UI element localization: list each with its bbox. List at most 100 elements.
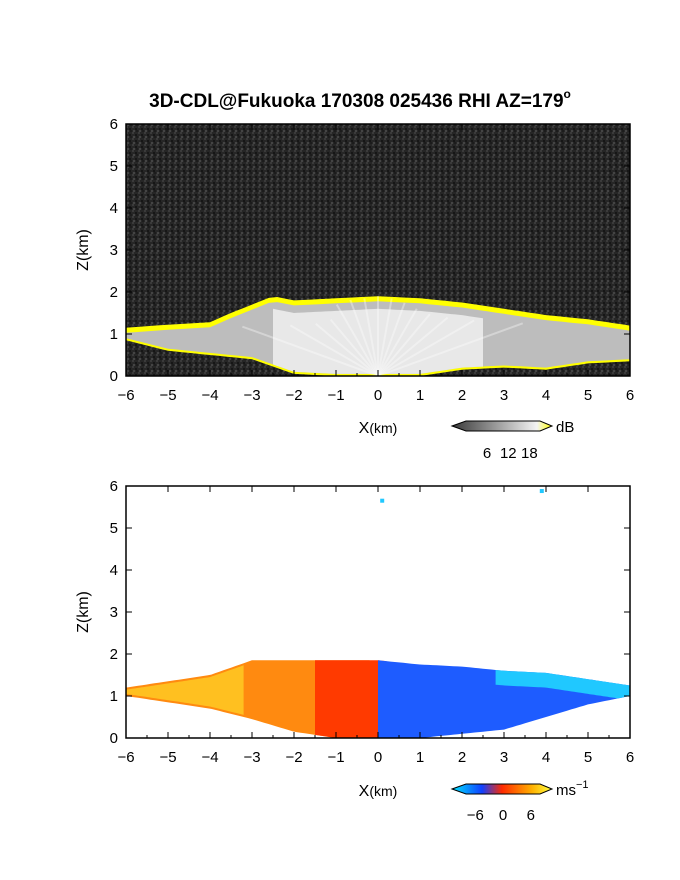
reflectivity-x-tick-label: 2 <box>458 387 466 404</box>
velocity-x-tick-label: 0 <box>374 749 382 766</box>
velocity-x-tick-label: −5 <box>159 749 176 766</box>
velocity-colorbar-bar <box>450 783 554 795</box>
reflectivity-colorbar-tick-label: 12 <box>500 445 517 462</box>
reflectivity-y-axis-label: Z(km) <box>75 229 92 271</box>
svg-text:3D-CDL@Fukuoka 170308 025436 R: 3D-CDL@Fukuoka 170308 025436 RHI AZ=179o <box>149 87 571 112</box>
velocity-colorbar: ms−1 −6 0 6 <box>450 779 589 824</box>
figure-title: 3D-CDL@Fukuoka 170308 025436 RHI AZ=179o <box>149 87 571 112</box>
velocity-colorbar-unit-base: ms <box>556 782 576 799</box>
velocity-y-tick-labels: 0 1 2 3 4 5 6 <box>110 478 118 747</box>
reflectivity-beam-ray <box>377 298 393 377</box>
reflectivity-x-axis-label: X(km) <box>359 420 398 437</box>
reflectivity-echo-core <box>273 308 483 374</box>
reflectivity-x-tick-label: 5 <box>584 387 592 404</box>
reflectivity-x-tick-label: −2 <box>285 387 302 404</box>
reflectivity-x-label-main: X <box>359 420 370 437</box>
reflectivity-colorbar-tick-label: 18 <box>521 445 538 462</box>
velocity-negative-edge <box>495 670 630 699</box>
velocity-colorbar-tick-label: −6 <box>467 807 484 824</box>
velocity-y-tick-label: 3 <box>110 604 118 621</box>
velocity-x-tick-label: 1 <box>416 749 424 766</box>
reflectivity-colorbar-tick-label: 6 <box>483 445 491 462</box>
reflectivity-x-tick-label: 0 <box>374 387 382 404</box>
velocity-x-tick-label: 5 <box>584 749 592 766</box>
reflectivity-colorbar-bar <box>450 420 554 432</box>
velocity-y-tick-label: 4 <box>110 562 118 579</box>
velocity-y-tick-label: 1 <box>110 688 118 705</box>
velocity-isolated-point <box>539 489 544 494</box>
reflectivity-x-label-unit: (km) <box>369 420 397 436</box>
reflectivity-x-tick-label: −4 <box>201 387 218 404</box>
velocity-x-tick-label: −1 <box>327 749 344 766</box>
velocity-isolated-point <box>380 498 385 503</box>
reflectivity-axes <box>125 123 631 377</box>
velocity-colorbar-tick-label: 6 <box>527 807 535 824</box>
reflectivity-field <box>126 296 630 377</box>
reflectivity-beam-ray <box>377 308 418 377</box>
reflectivity-beam-ray <box>363 298 379 377</box>
velocity-colorbar-unit-sup: −1 <box>576 779 589 791</box>
velocity-y-tick-label: 5 <box>110 520 118 537</box>
velocity-x-tick-label: 4 <box>542 749 550 766</box>
reflectivity-colorbar-unit: dB <box>556 419 574 436</box>
reflectivity-y-tick-label: 1 <box>110 326 118 343</box>
velocity-x-tick-label: −4 <box>201 749 218 766</box>
velocity-x-tick-labels: −6 −5 −4 −3 −2 −1 0 1 2 3 4 5 6 <box>117 749 634 766</box>
velocity-positive-region <box>126 660 370 738</box>
velocity-isolated-points <box>380 489 544 503</box>
reflectivity-x-tick-label: −5 <box>159 387 176 404</box>
reflectivity-colorbar: dB 6 12 18 <box>450 419 574 462</box>
reflectivity-beam-ray <box>377 302 406 377</box>
velocity-axes <box>125 485 631 739</box>
velocity-y-tick-label: 2 <box>110 646 118 663</box>
velocity-positive-edge <box>126 665 244 715</box>
reflectivity-beam-ray <box>289 324 379 377</box>
title-degree-sup: o <box>564 87 571 101</box>
reflectivity-y-tick-label: 2 <box>110 284 118 301</box>
reflectivity-x-tick-label: 3 <box>500 387 508 404</box>
reflectivity-x-tick-label: 6 <box>626 387 634 404</box>
velocity-x-tick-label: 2 <box>458 749 466 766</box>
velocity-colorbar-ticks: −6 0 6 <box>467 807 535 824</box>
reflectivity-beam-rays <box>242 296 524 377</box>
reflectivity-x-tick-label: 1 <box>416 387 424 404</box>
velocity-x-label-main: X <box>359 783 370 800</box>
velocity-x-tick-label: −6 <box>117 749 134 766</box>
reflectivity-y-tick-label: 0 <box>110 368 118 385</box>
velocity-field <box>126 489 630 738</box>
reflectivity-beam-ray <box>349 299 379 377</box>
reflectivity-beam-ray <box>315 322 379 377</box>
velocity-x-tick-label: 3 <box>500 749 508 766</box>
reflectivity-beam-ray <box>377 316 449 377</box>
reflectivity-x-tick-labels: −6 −5 −4 −3 −2 −1 0 1 2 3 4 5 6 <box>117 387 634 404</box>
reflectivity-y-tick-labels: 0 1 2 3 4 5 6 <box>110 116 118 385</box>
reflectivity-x-tick-label: −3 <box>243 387 260 404</box>
velocity-y-axis-label: Z(km) <box>75 591 92 633</box>
reflectivity-x-tick-label: 4 <box>542 387 550 404</box>
reflectivity-beam-ray <box>377 322 524 377</box>
reflectivity-y-tick-label: 5 <box>110 158 118 175</box>
reflectivity-y-tick-label: 4 <box>110 200 118 217</box>
velocity-near-zero-region <box>315 660 387 738</box>
velocity-x-label-unit: (km) <box>369 783 397 799</box>
velocity-y-tick-label: 6 <box>110 478 118 495</box>
reflectivity-beam-ray <box>335 304 379 377</box>
reflectivity-x-tick-label: −1 <box>327 387 344 404</box>
reflectivity-x-tick-label: −6 <box>117 387 134 404</box>
reflectivity-beam-ray <box>377 319 475 377</box>
reflectivity-beam-ray <box>329 318 379 377</box>
velocity-x-tick-label: −3 <box>243 749 260 766</box>
reflectivity-beam-ray <box>377 313 431 377</box>
velocity-x-axis-label: X(km) <box>359 783 398 800</box>
velocity-colorbar-unit: ms−1 <box>556 779 589 799</box>
title-text: 3D-CDL@Fukuoka 170308 025436 RHI AZ=179 <box>149 91 563 112</box>
velocity-x-tick-label: 6 <box>626 749 634 766</box>
velocity-y-tick-label: 0 <box>110 730 118 747</box>
reflectivity-beam-ray <box>242 325 379 377</box>
reflectivity-y-tick-label: 6 <box>110 116 118 133</box>
reflectivity-y-tick-label: 3 <box>110 242 118 259</box>
velocity-colorbar-tick-label: 0 <box>499 807 507 824</box>
